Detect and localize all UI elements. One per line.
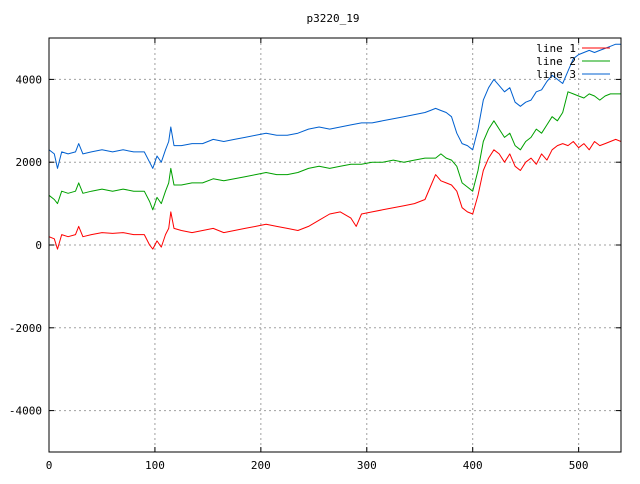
y-tick-label: 0 [35,239,42,252]
y-tick-label: 2000 [16,156,43,169]
x-tick-label: 400 [463,459,483,472]
legend-label-1: line 1 [536,42,576,55]
y-tick-label: -2000 [9,322,42,335]
y-tick-label: 4000 [16,73,43,86]
y-tick-label: -4000 [9,405,42,418]
grid [49,38,621,452]
series-line-1 [49,138,621,250]
x-tick-label: 200 [251,459,271,472]
x-tick-label: 100 [145,459,165,472]
legend-label-2: line 2 [536,55,576,68]
series-layer [49,43,621,250]
series-line-2 [49,91,621,211]
x-tick-label: 0 [46,459,53,472]
x-tick-label: 300 [357,459,377,472]
chart-title: p3220_19 [307,12,360,25]
series-line-3 [49,43,621,169]
legend-label-3: line 3 [536,68,576,81]
x-tick-label: 500 [569,459,589,472]
axis-ticks: 0 100 200 300 400 500 -4000 -2000 0 2000 4000 [9,38,621,472]
